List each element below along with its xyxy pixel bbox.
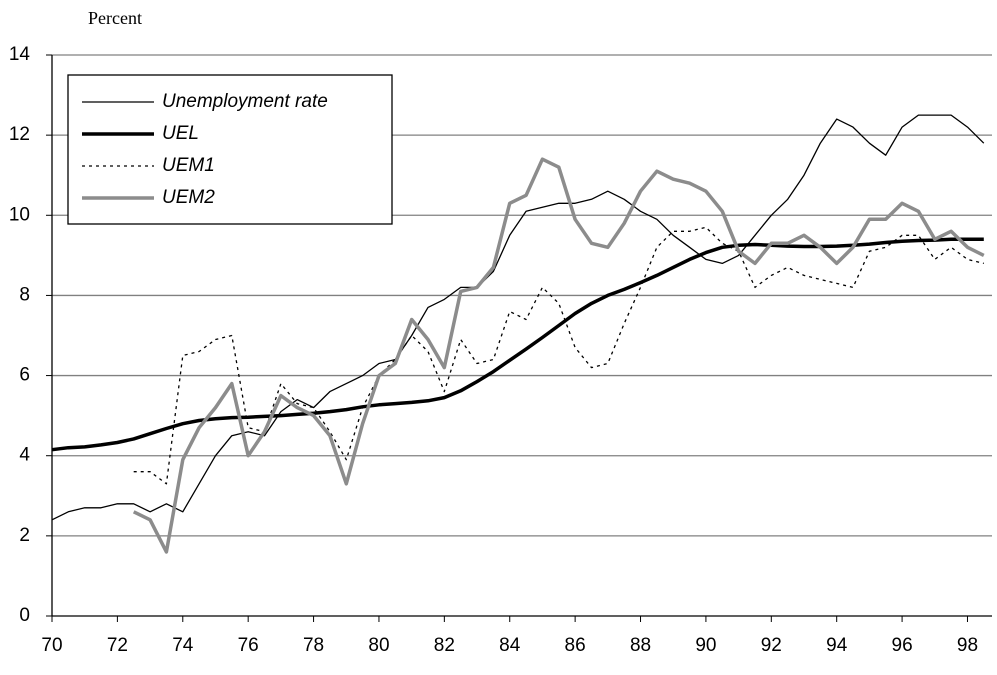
y-tick-label: 14	[9, 44, 31, 65]
y-tick-label: 0	[19, 605, 30, 626]
x-tick-label: 92	[761, 635, 782, 656]
legend-label: Unemployment rate	[162, 91, 328, 112]
y-tick-label: 4	[19, 445, 30, 466]
x-tick-label: 88	[630, 635, 651, 656]
y-axis-label: Percent	[88, 8, 142, 28]
legend-label: UEM1	[162, 155, 215, 176]
x-tick-label: 72	[107, 635, 128, 656]
x-tick-label: 76	[238, 635, 259, 656]
series-line	[51, 237, 984, 452]
x-tick-label: 94	[826, 635, 848, 656]
x-tick-label: 84	[499, 635, 521, 656]
series-line	[133, 226, 984, 485]
y-tick-label: 8	[19, 284, 30, 305]
x-tick-label: 74	[172, 635, 194, 656]
series-line	[132, 157, 985, 554]
y-tick-label: 10	[9, 204, 30, 225]
y-tick-label: 2	[19, 525, 30, 546]
series-line	[51, 114, 985, 521]
x-tick-label: 86	[565, 635, 586, 656]
x-tick-label: 78	[303, 635, 324, 656]
legend-label: UEL	[162, 123, 199, 144]
x-tick-label: 80	[368, 635, 389, 656]
x-tick-label: 70	[41, 635, 62, 656]
x-tick-label: 96	[892, 635, 913, 656]
legend-label: UEM2	[162, 187, 215, 208]
x-tick-label: 90	[695, 635, 716, 656]
y-tick-label: 12	[9, 124, 30, 145]
y-tick-label: 6	[19, 365, 30, 386]
x-tick-label: 82	[434, 635, 455, 656]
x-tick-label: 98	[957, 635, 978, 656]
